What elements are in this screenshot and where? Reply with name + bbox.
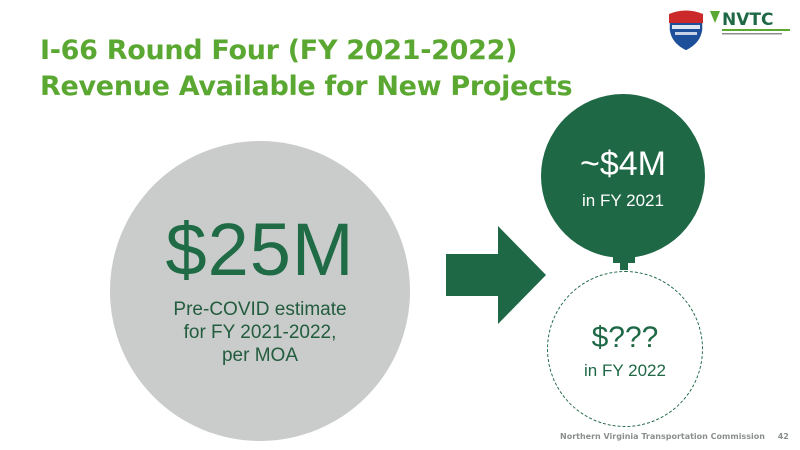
fy2021-amount: ~$4M [580,145,666,183]
slide-footer: Northern Virginia Transportation Commiss… [560,432,790,441]
revenue-desc-line-2: for FY 2021-2022, [183,321,337,343]
slide-title: I-66 Round Four (FY 2021-2022) Revenue A… [40,33,640,105]
fy2022-amount: $??? [591,321,659,354]
title-line-2: Revenue Available for New Projects [40,71,573,102]
right-arrow-icon [446,226,546,324]
revenue-estimate-description: Pre-COVID estimate for FY 2021-2022, per… [173,298,346,367]
fy2021-revenue-circle: ~$4M in FY 2021 [541,94,705,258]
nvtc-logo: NVTC [710,10,790,35]
commuter-choice-shield-icon [668,9,704,52]
revenue-desc-line-3: per MOA [221,344,299,366]
plus-icon [613,248,635,270]
revenue-estimate-circle: $25M Pre-COVID estimate for FY 2021-2022… [110,141,410,441]
revenue-estimate-amount: $25M [165,207,355,291]
title-line-1: I-66 Round Four (FY 2021-2022) [40,35,518,66]
page-number: 42 [777,432,789,441]
nvtc-chevron-icon [710,11,720,23]
fy2021-label: in FY 2021 [582,191,664,210]
fy2022-revenue-circle: $??? in FY 2022 [547,271,703,427]
revenue-desc-line-1: Pre-COVID estimate [173,298,347,320]
fy2022-label: in FY 2022 [584,361,666,380]
nvtc-logo-text: NVTC [722,10,773,30]
footer-org-name: Northern Virginia Transportation Commiss… [560,432,765,441]
